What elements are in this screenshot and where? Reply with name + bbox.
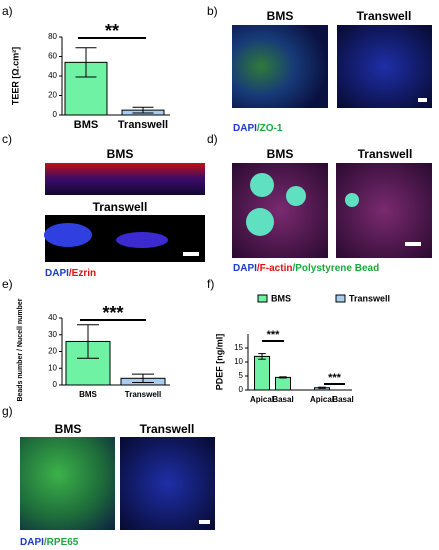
legend-swatch: [335, 294, 346, 303]
panel-label: g): [2, 404, 13, 418]
legend-label: Transwell: [349, 293, 390, 303]
image-title: BMS: [267, 147, 294, 161]
panel-label: b): [207, 4, 218, 18]
image-title: Transwell: [140, 422, 195, 436]
image-title: Transwell: [357, 9, 412, 23]
micrograph: [20, 437, 115, 530]
y-tick-label: 20: [48, 91, 57, 100]
significance-label: ***: [267, 329, 281, 341]
image-title: BMS: [55, 422, 82, 436]
micrograph: [120, 437, 215, 530]
caption: DAPI/ZO-1: [233, 123, 283, 134]
caption-part: DAPI: [45, 268, 69, 279]
bar: [254, 355, 270, 391]
bead-cluster: [250, 173, 274, 197]
y-tick-label: 20: [48, 347, 57, 356]
y-tick-label: 10: [234, 357, 243, 366]
panel-label: f): [207, 277, 214, 291]
scale-bar: [183, 252, 199, 256]
caption-part: /Ezrin: [69, 268, 96, 279]
panel-label: e): [2, 277, 13, 291]
significance-label: ***: [328, 372, 342, 384]
significance-label: ***: [102, 303, 123, 323]
panel-label: c): [2, 132, 12, 146]
x-tick-label: BMS: [79, 390, 97, 399]
micrograph: [232, 163, 328, 258]
y-tick-label: 10: [48, 363, 57, 372]
bead-cluster: [246, 208, 274, 236]
bar: [64, 61, 108, 116]
y-tick-label: 80: [48, 32, 57, 41]
y-tick-label: 40: [48, 313, 57, 322]
x-tick-label: BMS: [74, 119, 98, 131]
y-tick-label: 40: [48, 71, 57, 80]
cell: [116, 232, 168, 248]
bar: [65, 340, 111, 386]
caption: DAPI/Ezrin: [45, 268, 96, 279]
x-tick-label: Basal: [272, 395, 293, 404]
caption-part: /Polystyrene Bead: [292, 263, 379, 274]
x-tick-label: Apical: [310, 395, 334, 404]
x-tick-label: Apical: [250, 395, 274, 404]
y-tick-label: 30: [48, 330, 57, 339]
y-tick-label: 0: [239, 385, 244, 394]
cell: [44, 223, 92, 247]
caption-part: /ZO-1: [257, 123, 283, 134]
image-title: BMS: [107, 147, 134, 161]
image-title: BMS: [267, 9, 294, 23]
caption-part: /F-actin: [257, 263, 293, 274]
panel-label: a): [2, 4, 13, 18]
bead-cluster: [345, 193, 359, 207]
y-tick-label: 5: [239, 371, 244, 380]
caption-part: DAPI: [233, 263, 257, 274]
y-tick-label: 0: [53, 380, 58, 389]
y-tick-label: 15: [234, 343, 243, 352]
y-axis-label: Beads number / Nucell number: [17, 298, 24, 401]
caption: DAPI/RPE65: [20, 537, 79, 548]
bar: [275, 376, 291, 391]
y-tick-label: 60: [48, 52, 57, 61]
scale-bar: [418, 98, 427, 102]
bead-cluster: [286, 186, 306, 206]
micrograph: [45, 163, 205, 195]
scale-bar: [199, 520, 210, 524]
y-axis-label: TEER [Ω.cm²]: [10, 47, 20, 105]
caption-part: DAPI: [233, 123, 257, 134]
x-tick-label: Transwell: [125, 390, 161, 399]
y-axis-label: PDEF [ng/ml]: [214, 334, 224, 391]
caption-part: DAPI: [20, 537, 44, 548]
legend-label: BMS: [271, 293, 291, 303]
scale-bar: [405, 242, 421, 246]
legend-swatch: [257, 294, 268, 303]
panel-label: d): [207, 132, 218, 146]
image-title: Transwell: [93, 200, 148, 214]
y-tick-label: 0: [53, 110, 58, 119]
micrograph: [232, 25, 328, 108]
significance-label: **: [105, 21, 119, 41]
caption: DAPI/F-actin/Polystyrene Bead: [233, 263, 379, 274]
x-tick-label: Basal: [332, 395, 353, 404]
micrograph: [337, 25, 432, 108]
caption-part: /RPE65: [44, 537, 79, 548]
image-title: Transwell: [358, 147, 413, 161]
x-tick-label: Transwell: [118, 119, 168, 131]
